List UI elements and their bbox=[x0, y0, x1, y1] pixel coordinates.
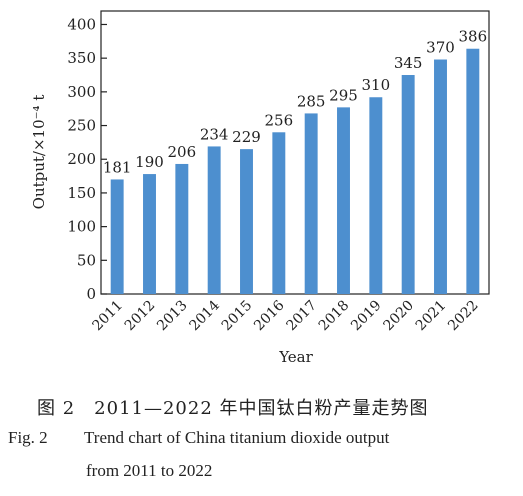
x-tick-label: 2013 bbox=[154, 298, 191, 335]
y-tick-label: 0 bbox=[86, 285, 96, 303]
caption-english-text: Trend chart of China titanium dioxide ou… bbox=[84, 428, 390, 447]
x-axis-label: Year bbox=[278, 348, 313, 366]
caption-english-line1: Fig. 2 Trend chart of China titanium diox… bbox=[8, 428, 389, 448]
x-tick-label: 2016 bbox=[251, 297, 288, 334]
x-tick-label: 2020 bbox=[380, 298, 417, 335]
chart: 0 50 100 150 200 250 300 350 400 201120122013201… bbox=[30, 10, 490, 366]
x-tick-label: 2017 bbox=[283, 298, 320, 335]
data-label-2019: 310 bbox=[362, 76, 391, 94]
y-tick-label: 100 bbox=[67, 218, 96, 236]
bar-2019 bbox=[369, 97, 383, 294]
y-tick-label: 350 bbox=[67, 49, 96, 67]
y-tick-label: 200 bbox=[67, 150, 96, 168]
data-label-2018: 295 bbox=[329, 86, 358, 104]
figure-number: Fig. 2 bbox=[8, 428, 48, 447]
data-label-2022: 386 bbox=[459, 28, 488, 46]
data-label-2014: 234 bbox=[200, 125, 229, 143]
bar-2022 bbox=[466, 48, 480, 294]
y-axis-label: Output/×10⁻⁴ t bbox=[30, 95, 48, 210]
data-label-2013: 206 bbox=[168, 143, 197, 161]
y-tick-label: 250 bbox=[67, 117, 96, 135]
y-axis: 0 50 100 150 200 250 300 350 400 bbox=[67, 15, 107, 303]
bar-2021 bbox=[434, 59, 447, 295]
bar-2018 bbox=[337, 107, 350, 294]
bar-2016 bbox=[272, 132, 286, 294]
data-label-2020: 345 bbox=[394, 54, 423, 72]
data-label-2021: 370 bbox=[426, 39, 455, 57]
data-label-2012: 190 bbox=[135, 153, 164, 171]
x-tick-label: 2012 bbox=[122, 298, 159, 335]
y-tick-label: 300 bbox=[67, 83, 96, 101]
bar-2017 bbox=[304, 113, 318, 295]
caption-english-line2: from 2011 to 2022 bbox=[86, 461, 213, 480]
bar-2014 bbox=[207, 146, 221, 294]
bars bbox=[110, 48, 480, 295]
x-tick-label: 2022 bbox=[445, 298, 482, 335]
y-tick-label: 50 bbox=[77, 251, 96, 269]
data-label-2015: 229 bbox=[232, 128, 261, 146]
plot-area bbox=[100, 10, 490, 295]
data-label-2011: 181 bbox=[103, 158, 132, 176]
bar-2012 bbox=[143, 174, 156, 294]
data-label-2017: 285 bbox=[297, 92, 326, 110]
x-tick-label: 2019 bbox=[348, 298, 385, 335]
caption-chinese: 图 2 2011—2022 年中国钛白粉产量走势图 bbox=[37, 398, 429, 419]
bar-2011 bbox=[110, 179, 124, 294]
x-tick-label: 2018 bbox=[316, 298, 353, 335]
x-tick-label: 2021 bbox=[413, 298, 450, 335]
x-tick-label: 2014 bbox=[186, 297, 223, 334]
y-tick-label: 150 bbox=[67, 184, 96, 202]
bar-2020 bbox=[401, 75, 415, 294]
plot-frame bbox=[100, 10, 490, 295]
bar-2015 bbox=[240, 149, 253, 294]
x-axis: 2011201220132014201520162017201820192020… bbox=[89, 288, 482, 335]
data-label-2016: 256 bbox=[265, 111, 294, 129]
bar-2013 bbox=[175, 163, 189, 294]
x-tick-label: 2015 bbox=[219, 298, 256, 335]
y-tick-label: 400 bbox=[67, 15, 96, 33]
